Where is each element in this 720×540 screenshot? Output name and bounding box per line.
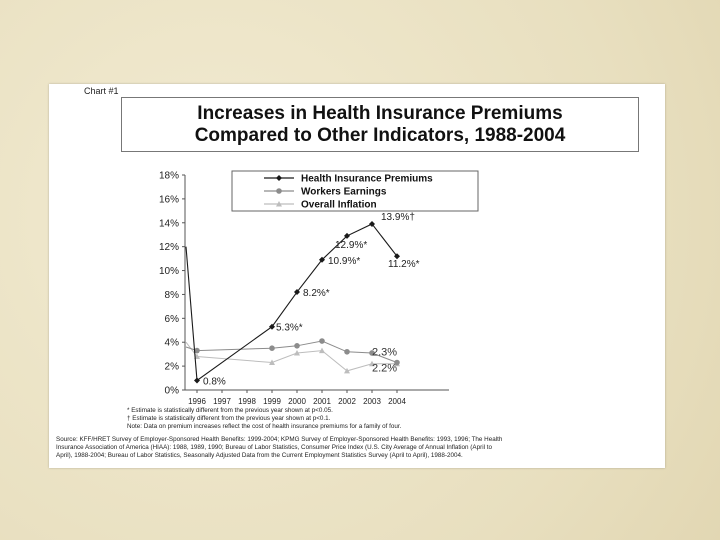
overall-inflation-point [319,347,325,354]
y-tick-label: 16% [159,194,179,205]
y-tick-label: 10% [159,266,179,277]
inflation-end-label: 2.2% [372,363,397,375]
overall-inflation-point [294,349,300,356]
y-tick-label: 8% [165,290,180,301]
premium-data-label: 8.2%* [303,288,330,299]
footnote-star: * Estimate is statistically different fr… [127,407,333,414]
legend-entry-label: Health Insurance Premiums [301,174,433,185]
premium-data-label: 11.2%* [388,259,420,270]
x-tick-label: 2000 [288,397,306,406]
workers-earnings-line [185,340,398,363]
legend-swatch-marker [276,201,282,207]
chart-title-box: Increases in Health Insurance Premiums C… [121,97,639,152]
workers-earnings-point [269,345,275,351]
chart-number-label: Chart #1 [84,86,119,96]
health-insurance-premiums-point [269,323,275,330]
source-line-2: Insurance Association of America (HIAA):… [56,444,492,451]
earnings-end-label: 2.3% [372,347,397,359]
overall-inflation-point [344,367,350,374]
line-chart: 0% 2% 4% 6% 8% 10% 12% 14% 16% 18% 1996 1997 1998 199… [159,170,479,406]
y-tick-label: 6% [165,314,180,325]
premium-data-label: 5.3%* [276,323,303,334]
health-insurance-premiums-line [185,223,398,382]
x-tick-label: 2001 [313,397,331,406]
premium-data-label: 13.9%† [381,212,415,223]
footnote-dagger: † Estimate is statistically different fr… [127,415,331,422]
workers-earnings-point [294,343,300,349]
health-insurance-premiums-point [369,220,375,227]
y-tick-label: 18% [159,171,179,182]
health-insurance-premiums-point [319,256,325,263]
workers-earnings-point [369,350,375,356]
y-tick-label: 4% [165,338,180,349]
source-line-1: Source: KFF/HRET Survey of Employer-Spon… [56,436,503,443]
overall-inflation-point [269,359,275,366]
premium-data-label: 0.8% [203,376,226,387]
legend-swatch-marker [276,175,282,181]
overall-inflation-line [185,341,397,372]
legend-entry-label: Overall Inflation [301,200,377,211]
health-insurance-premiums-point [394,253,400,260]
x-tick-label: 1998 [238,397,256,406]
chart-slide: Chart #1 Increases in Health Insurance P… [49,84,665,468]
workers-earnings-point [394,359,400,366]
workers-earnings-point [344,348,350,355]
chart-title-line-1: Increases in Health Insurance Premiums [197,103,563,124]
health-insurance-premiums-point [294,289,300,296]
y-tick-label: 2% [165,362,180,373]
x-tick-label: 1996 [188,397,206,406]
workers-earnings-point [319,338,325,344]
source-line-3: April), 1988-2004; Bureau of Labor Stati… [56,452,463,459]
health-insurance-premiums-point [344,232,350,239]
x-tick-label: 1999 [263,397,281,406]
y-tick-label: 12% [159,242,179,253]
x-tick-label: 2003 [363,397,381,406]
x-tick-label: 1997 [213,397,231,406]
workers-earnings-point [194,347,200,354]
health-insurance-premiums-point [194,377,200,384]
y-tick-label: 0% [165,386,180,397]
legend-entry-label: Workers Earnings [301,187,387,198]
chart-title-line-2: Compared to Other Indicators, 1988-2004 [194,125,566,146]
overall-inflation-point [369,360,375,367]
footnote-note: Note: Data on premium increases reflect … [127,423,402,430]
x-tick-label: 2004 [388,397,406,406]
premium-data-label: 10.9%* [328,256,360,267]
premium-data-label: 12.9%* [335,240,367,251]
y-tick-label: 14% [159,218,179,229]
x-tick-label: 2002 [338,397,356,406]
legend-swatch-marker [276,188,282,194]
